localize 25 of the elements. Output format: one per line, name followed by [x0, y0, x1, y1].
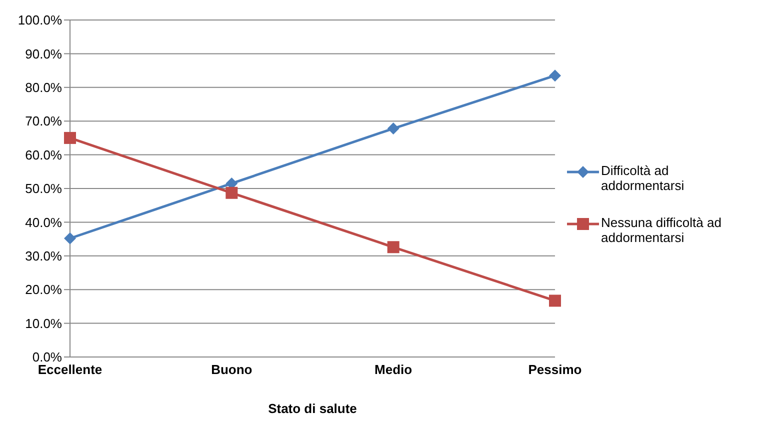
- point: [64, 132, 76, 144]
- x-tick-label: Buono: [211, 362, 252, 378]
- y-tick-label: 80.0%: [25, 80, 62, 96]
- point: [64, 232, 76, 244]
- point: [387, 122, 400, 135]
- y-tick-label: 20.0%: [25, 282, 62, 298]
- x-tick-label: Pessimo: [528, 362, 582, 378]
- x-tick-label: Eccellente: [38, 362, 102, 378]
- y-tick-label: 0.0%: [32, 350, 62, 365]
- y-tick-label: 90.0%: [25, 46, 62, 62]
- y-tick-label: 70.0%: [25, 114, 62, 129]
- point: [387, 241, 400, 254]
- y-tick-label: 30.0%: [25, 248, 62, 264]
- legend-label: Difficoltà ad addormentarsi: [601, 163, 686, 193]
- point: [549, 294, 561, 307]
- legend-label: Nessuna difficoltà ad addormentarsi: [601, 215, 722, 245]
- y-tick-label: 40.0%: [25, 214, 62, 230]
- point: [226, 186, 238, 199]
- y-tick-label: 10.0%: [25, 316, 62, 331]
- y-tick-label: 50.0%: [25, 181, 62, 196]
- point: [549, 70, 561, 82]
- y-tick-label: 60.0%: [25, 147, 62, 162]
- x-axis-title: Stato di salute: [268, 401, 357, 416]
- y-tick-label: 100.0%: [18, 12, 62, 28]
- x-tick-label: Medio: [374, 362, 412, 378]
